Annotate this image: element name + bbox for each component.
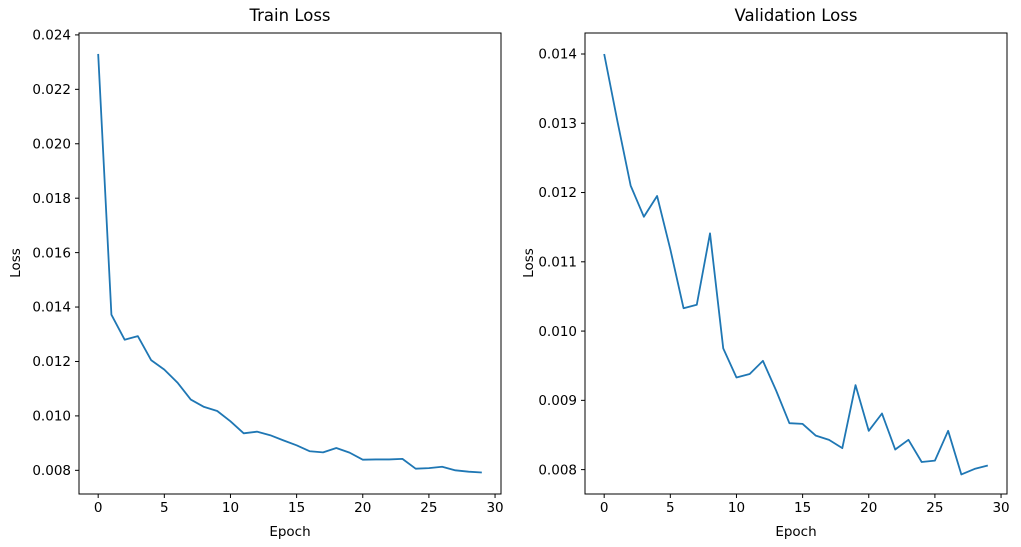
- train-loss-y-tick-label: 0.020: [32, 136, 71, 152]
- validation-loss-series-line: [603, 53, 989, 476]
- validation-loss-y-tick-label: 0.009: [538, 393, 577, 409]
- validation-loss-y-tick-label: 0.012: [538, 185, 577, 201]
- train-loss-axes-frame: [78, 32, 502, 495]
- train-loss-x-tick-label: 5: [160, 500, 169, 516]
- validation-loss-x-tick-label: 25: [926, 500, 943, 516]
- validation-loss-x-tick-label: 20: [860, 500, 877, 516]
- validation-loss-x-tick-label: 30: [992, 500, 1009, 516]
- validation-loss-x-tick-label: 0: [600, 500, 609, 516]
- train-loss-y-tick-label: 0.022: [32, 82, 71, 98]
- train-loss-series-line: [97, 53, 482, 474]
- validation-loss-y-tick-label: 0.008: [538, 462, 577, 478]
- train-loss-x-tick-label: 0: [94, 500, 103, 516]
- validation-loss-x-tick-label: 5: [666, 500, 675, 516]
- train-loss-y-tick-label: 0.024: [32, 28, 71, 44]
- train-loss-y-axis-label: Loss: [8, 248, 24, 278]
- train-loss-title: Train Loss: [249, 6, 331, 25]
- train-loss-y-tick-label: 0.008: [32, 463, 71, 479]
- validation-loss-y-axis-label: Loss: [521, 248, 537, 278]
- train-loss-x-tick-label: 30: [486, 500, 503, 516]
- train-loss-y-tick-label: 0.014: [32, 300, 71, 316]
- train-loss-x-tick-label: 10: [222, 500, 239, 516]
- train-loss-y-tick-label: 0.018: [32, 191, 71, 207]
- train-loss-x-tick-label: 20: [354, 500, 371, 516]
- validation-loss-axes-frame: [584, 32, 1008, 495]
- validation-loss-y-tick-label: 0.013: [538, 116, 577, 132]
- train-loss-x-tick-label: 15: [288, 500, 305, 516]
- validation-loss-y-tick-label: 0.014: [538, 47, 577, 63]
- train-loss-y-tick-label: 0.016: [32, 245, 71, 261]
- validation-loss-x-tick-label: 15: [794, 500, 811, 516]
- validation-loss-title: Validation Loss: [734, 6, 858, 25]
- validation-loss-x-tick-label: 10: [728, 500, 745, 516]
- train-loss-y-tick-label: 0.010: [32, 409, 71, 425]
- validation-loss-y-tick-label: 0.010: [538, 324, 577, 340]
- validation-loss-y-tick-label: 0.011: [538, 255, 577, 271]
- validation-loss-x-axis-label: Epoch: [775, 524, 817, 540]
- train-loss-x-axis-label: Epoch: [269, 524, 311, 540]
- train-loss-y-tick-label: 0.012: [32, 354, 71, 370]
- train-loss-x-tick-label: 25: [420, 500, 437, 516]
